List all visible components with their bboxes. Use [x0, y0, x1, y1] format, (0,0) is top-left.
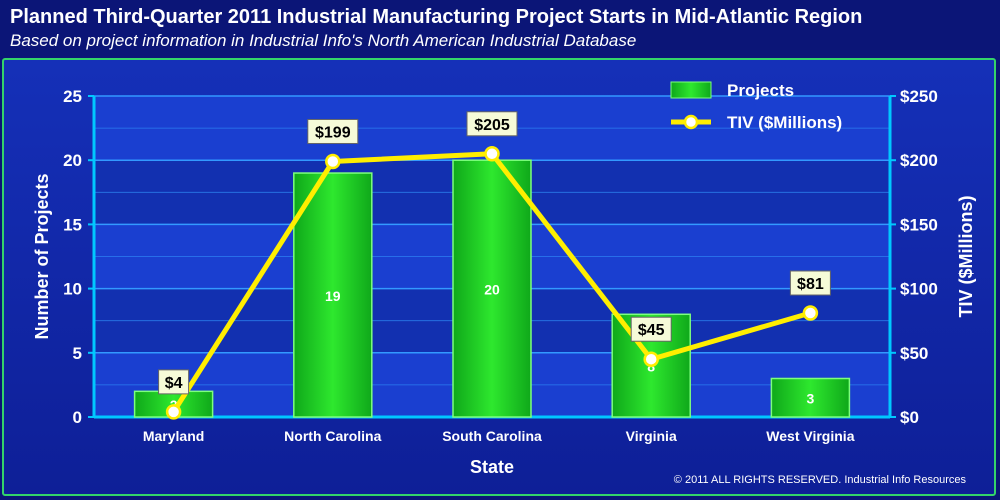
- bar: [770, 377, 851, 418]
- tiv-value-label: $199: [315, 124, 351, 141]
- y-tick-label: 25: [63, 87, 82, 106]
- y2-tick-label: $150: [900, 215, 938, 234]
- tiv-label-box: [630, 316, 672, 342]
- tiv-value-label: $45: [638, 322, 665, 339]
- x-tick-label: Maryland: [143, 428, 204, 444]
- tiv-value-label: $81: [797, 276, 824, 293]
- chart-title: Planned Third-Quarter 2011 Industrial Ma…: [10, 6, 863, 28]
- bar-value-label: 20: [484, 282, 500, 298]
- y2-tick-label: $100: [900, 280, 938, 299]
- legend-label-projects: Projects: [727, 81, 794, 100]
- tiv-point: [643, 351, 659, 367]
- chart-subtitle: Based on project information in Industri…: [10, 31, 637, 50]
- tiv-label-box: [307, 118, 359, 144]
- bar-value-label: 19: [325, 288, 341, 304]
- tiv-point: [165, 404, 182, 420]
- y-tick-label: 10: [63, 280, 82, 299]
- x-tick-label: South Carolina: [442, 428, 542, 444]
- tiv-point: [484, 146, 500, 162]
- bar: [452, 159, 532, 418]
- legend-label-tiv: TIV ($Millions): [727, 113, 842, 132]
- copyright-notice: © 2011 ALL RIGHTS RESERVED. Industrial I…: [673, 474, 966, 486]
- chart-panel: 0510152025$0$50$100$150$200$2502192083Ma…: [2, 58, 996, 496]
- tiv-value-label: $205: [474, 117, 510, 134]
- y-tick-label: 0: [73, 408, 82, 427]
- x-tick-label: North Carolina: [284, 428, 381, 444]
- y2-tick-label: $200: [900, 151, 938, 170]
- bar: [293, 172, 373, 418]
- tiv-label-box: [789, 270, 831, 296]
- tiv-point: [325, 153, 341, 170]
- tiv-label-box: [466, 111, 518, 137]
- y2-tick-label: $0: [900, 408, 919, 427]
- y-axis-title: Number of Projects: [32, 173, 52, 339]
- legend-line-marker: [683, 114, 699, 130]
- combo-chart: 0510152025$0$50$100$150$200$2502192083Ma…: [32, 81, 976, 477]
- y-tick-label: 20: [63, 151, 82, 170]
- y-tick-label: 15: [63, 215, 82, 234]
- tiv-value-label: $4: [165, 375, 183, 392]
- x-axis-title: State: [470, 457, 514, 477]
- x-tick-label: Virginia: [626, 428, 677, 444]
- legend-bar-swatch: [670, 81, 712, 99]
- tiv-point: [802, 305, 819, 321]
- y2-axis-title: TIV ($Millions): [956, 195, 976, 317]
- bar-value-label: 3: [807, 391, 815, 407]
- y-tick-label: 5: [73, 344, 82, 363]
- y2-tick-label: $50: [900, 344, 928, 363]
- tiv-label-box: [158, 369, 190, 395]
- x-tick-label: West Virginia: [766, 428, 854, 444]
- y2-tick-label: $250: [900, 87, 938, 106]
